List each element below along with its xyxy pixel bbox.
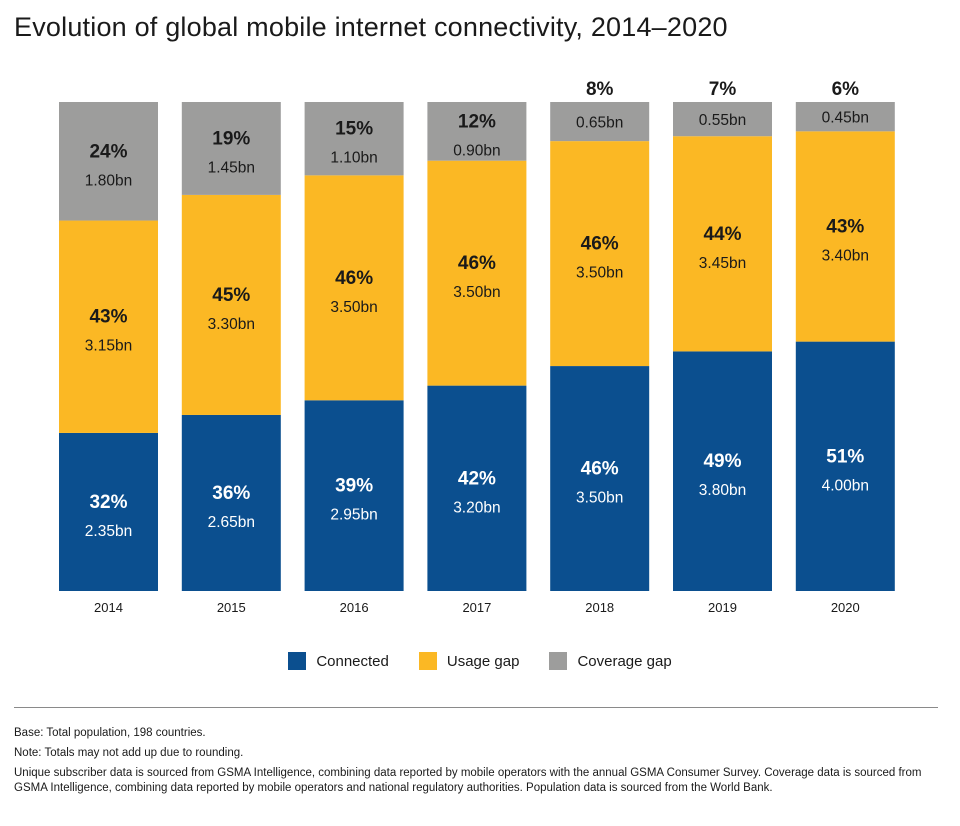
chart-title: Evolution of global mobile internet conn…	[14, 12, 728, 42]
note-base: Base: Total population, 198 countries.	[14, 727, 206, 739]
bar-usage-gap-2018	[550, 141, 650, 367]
label-connected-amount-2018: 3.50bn	[576, 490, 623, 507]
footnotes: Base: Total population, 198 countries. N…	[14, 726, 934, 801]
label-connected-value-2020: 51%	[826, 446, 864, 467]
label-coverage-gap-value-2017: 12%	[458, 111, 496, 132]
label-usage-gap-amount-2019: 3.45bn	[699, 255, 746, 272]
bar-connected-2016	[304, 400, 404, 591]
note-rounding: Note: Totals may not add up due to round…	[14, 747, 244, 759]
chart-legend: Connected Usage gap Coverage gap	[0, 652, 960, 670]
legend-label-usage-gap: Usage gap	[446, 652, 520, 670]
label-connected-amount-2020: 4.00bn	[822, 477, 869, 494]
label-coverage-gap-value-2019: 7%	[709, 79, 737, 100]
bar-connected-2019	[673, 351, 772, 591]
bar-usage-gap-2016	[304, 175, 404, 401]
bar-connected-2014	[59, 432, 158, 591]
bar-connected-2018	[550, 366, 650, 591]
label-usage-gap-value-2014: 43%	[89, 307, 127, 328]
bar-coverage-gap-2020	[795, 102, 895, 132]
legend-swatch-coverage-gap	[549, 652, 568, 670]
legend-item-connected: Connected	[288, 652, 389, 670]
label-coverage-gap-amount-2015: 1.45bn	[208, 159, 255, 176]
label-usage-gap-amount-2017: 3.50bn	[453, 284, 500, 301]
stacked-bar-chart: 32% 2.35bn 43% 3.15bn 24% 1.80bn 2014 36% 2.65bn…	[59, 79, 895, 615]
label-usage-gap-value-2016: 46%	[335, 268, 373, 289]
legend-label-coverage-gap: Coverage gap	[577, 652, 672, 670]
x-tick-label-2015: 2015	[217, 600, 246, 615]
label-connected-value-2019: 49%	[703, 451, 741, 472]
label-usage-gap-value-2020: 43%	[826, 216, 864, 237]
label-coverage-gap-amount-2020: 0.45bn	[822, 110, 869, 127]
footer-divider	[14, 707, 938, 708]
label-usage-gap-value-2018: 46%	[581, 234, 619, 255]
bar-connected-2017	[427, 385, 527, 591]
label-connected-value-2014: 32%	[89, 492, 127, 513]
label-coverage-gap-amount-2019: 0.55bn	[699, 112, 746, 129]
x-tick-label-2020: 2020	[831, 600, 860, 615]
bar-usage-gap-2020	[795, 131, 895, 342]
label-coverage-gap-amount-2018: 0.65bn	[576, 115, 623, 132]
note-source: Unique subscriber data is sourced from G…	[14, 767, 922, 794]
label-connected-amount-2017: 3.20bn	[453, 499, 500, 516]
bar-coverage-gap-2016	[304, 102, 404, 176]
label-usage-gap-amount-2015: 3.30bn	[208, 316, 255, 333]
label-usage-gap-value-2019: 44%	[703, 224, 741, 245]
bar-coverage-gap-2018	[550, 102, 650, 142]
x-tick-label-2014: 2014	[94, 600, 123, 615]
label-coverage-gap-value-2015: 19%	[212, 128, 250, 149]
x-tick-label-2017: 2017	[462, 600, 491, 615]
bar-usage-gap-2019	[673, 136, 772, 352]
label-coverage-gap-amount-2017: 0.90bn	[453, 142, 500, 159]
label-usage-gap-value-2015: 45%	[212, 285, 250, 306]
label-connected-value-2017: 42%	[458, 468, 496, 489]
label-usage-gap-amount-2020: 3.40bn	[822, 247, 869, 264]
bar-usage-gap-2015	[181, 194, 281, 415]
label-coverage-gap-value-2020: 6%	[832, 79, 860, 100]
label-usage-gap-amount-2016: 3.50bn	[330, 299, 377, 316]
label-coverage-gap-value-2014: 24%	[89, 141, 127, 162]
legend-label-connected: Connected	[316, 652, 389, 670]
label-connected-value-2018: 46%	[581, 459, 619, 480]
legend-swatch-usage-gap	[418, 652, 437, 670]
label-connected-amount-2019: 3.80bn	[699, 482, 746, 499]
legend-swatch-connected	[288, 652, 307, 670]
label-usage-gap-value-2017: 46%	[458, 253, 496, 274]
bar-coverage-gap-2017	[427, 102, 527, 161]
bar-coverage-gap-2019	[673, 102, 772, 137]
label-coverage-gap-value-2018: 8%	[586, 79, 614, 100]
label-connected-amount-2016: 2.95bn	[330, 507, 377, 524]
bar-connected-2020	[795, 341, 895, 591]
bar-coverage-gap-2014	[59, 102, 158, 221]
legend-item-usage-gap: Usage gap	[418, 652, 520, 670]
label-connected-value-2015: 36%	[212, 483, 250, 504]
bar-connected-2015	[181, 414, 281, 591]
label-usage-gap-amount-2018: 3.50bn	[576, 265, 623, 282]
label-coverage-gap-amount-2014: 1.80bn	[85, 172, 132, 189]
label-connected-amount-2014: 2.35bn	[85, 523, 132, 540]
x-tick-label-2016: 2016	[340, 600, 369, 615]
x-tick-label-2019: 2019	[708, 600, 737, 615]
label-connected-value-2016: 39%	[335, 476, 373, 497]
label-coverage-gap-value-2016: 15%	[335, 119, 373, 140]
legend-item-coverage-gap: Coverage gap	[549, 652, 672, 670]
x-tick-label-2018: 2018	[585, 600, 614, 615]
bar-usage-gap-2014	[59, 220, 158, 433]
label-coverage-gap-amount-2016: 1.10bn	[330, 150, 377, 167]
label-connected-amount-2015: 2.65bn	[208, 514, 255, 531]
bar-usage-gap-2017	[427, 160, 527, 386]
bar-coverage-gap-2015	[181, 102, 281, 195]
label-usage-gap-amount-2014: 3.15bn	[85, 338, 132, 355]
